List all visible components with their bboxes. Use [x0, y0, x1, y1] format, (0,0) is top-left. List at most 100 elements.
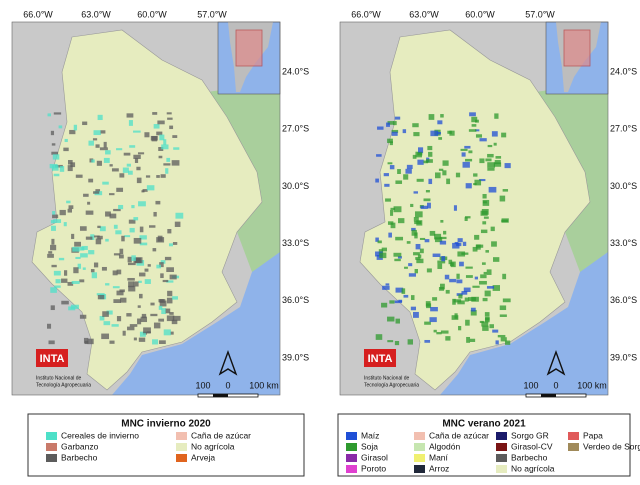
- crop-patch: [444, 274, 450, 280]
- legend-swatch: [346, 443, 357, 451]
- crop-patch: [99, 226, 106, 232]
- crop-patch: [163, 163, 171, 166]
- crop-patch: [438, 168, 444, 171]
- crop-patch: [485, 158, 492, 162]
- crop-patch: [501, 132, 507, 138]
- crop-patch: [449, 130, 455, 136]
- crop-patch: [412, 123, 419, 128]
- crop-patch: [158, 340, 166, 345]
- crop-patch: [449, 278, 457, 283]
- crop-patch: [475, 134, 483, 138]
- crop-patch: [71, 233, 75, 239]
- crop-patch: [167, 117, 173, 120]
- crop-patch: [164, 256, 172, 261]
- crop-patch: [442, 170, 447, 176]
- crop-patch: [115, 230, 122, 235]
- crop-patch: [133, 337, 137, 341]
- legend-label: No agrícola: [191, 441, 235, 451]
- crop-patch: [417, 159, 424, 165]
- legend-swatch: [414, 443, 425, 451]
- legend-label: Arroz: [429, 463, 449, 473]
- crop-patch: [171, 160, 180, 166]
- crop-patch: [427, 202, 431, 209]
- crop-patch: [116, 269, 122, 275]
- crop-patch: [48, 251, 53, 254]
- crop-patch: [413, 252, 420, 256]
- crop-patch: [51, 225, 56, 231]
- crop-patch: [116, 148, 123, 151]
- crop-patch: [128, 219, 136, 224]
- crop-patch: [452, 242, 460, 249]
- crop-patch: [90, 269, 95, 273]
- crop-patch: [389, 141, 393, 146]
- crop-patch: [119, 248, 124, 255]
- crop-patch: [446, 178, 451, 185]
- crop-patch: [430, 130, 439, 137]
- crop-patch: [169, 125, 174, 130]
- crop-patch: [79, 314, 87, 319]
- crop-patch: [97, 235, 103, 240]
- crop-patch: [434, 233, 442, 240]
- crop-patch: [170, 331, 174, 335]
- legend-label: Arveja: [191, 452, 215, 462]
- legend-swatch: [496, 443, 507, 451]
- crop-patch: [85, 210, 94, 215]
- crop-patch: [150, 313, 158, 317]
- crop-patch: [479, 320, 484, 323]
- crop-patch: [63, 270, 68, 276]
- crop-patch: [423, 160, 428, 164]
- latitude-label: 39.0°S: [610, 352, 637, 362]
- crop-patch: [52, 214, 59, 219]
- crop-patch: [103, 157, 110, 163]
- crop-patch: [128, 120, 133, 126]
- legend-swatch: [414, 432, 425, 440]
- crop-patch: [127, 326, 135, 331]
- crop-patch: [156, 237, 165, 243]
- crop-patch: [166, 267, 174, 273]
- crop-patch: [473, 173, 478, 177]
- crop-patch: [425, 301, 431, 307]
- scale-label: 0: [553, 380, 558, 390]
- crop-patch: [435, 172, 441, 179]
- legend-swatch: [46, 443, 57, 451]
- crop-patch: [150, 302, 155, 306]
- crop-patch: [172, 296, 178, 300]
- crop-patch: [440, 114, 444, 118]
- longitude-label: 57.0°W: [525, 9, 555, 19]
- crop-patch: [410, 295, 415, 301]
- crop-patch: [116, 316, 122, 322]
- crop-patch: [413, 132, 420, 137]
- legend-swatch: [496, 465, 507, 473]
- crop-patch: [416, 258, 424, 264]
- crop-patch: [454, 313, 458, 319]
- crop-patch: [465, 183, 472, 189]
- inset-region: [235, 29, 263, 67]
- crop-patch: [464, 217, 468, 221]
- crop-patch: [442, 160, 449, 166]
- crop-patch: [120, 297, 127, 303]
- scale-label: 100: [523, 380, 538, 390]
- crop-patch: [413, 191, 418, 194]
- crop-patch: [167, 290, 173, 297]
- legend-label: Girasol: [361, 452, 388, 462]
- crop-patch: [432, 253, 441, 257]
- crop-patch: [160, 260, 166, 264]
- crop-patch: [387, 340, 394, 343]
- legend-title: MNC invierno 2020: [121, 419, 211, 430]
- longitude-label: 57.0°W: [197, 9, 227, 19]
- crop-patch: [156, 131, 163, 136]
- crop-patch: [95, 144, 100, 148]
- logo-box: [36, 349, 68, 367]
- crop-patch: [458, 325, 462, 331]
- crop-patch: [468, 150, 473, 154]
- crop-patch: [403, 294, 409, 298]
- crop-patch: [429, 317, 437, 323]
- crop-patch: [415, 257, 421, 260]
- crop-patch: [82, 121, 88, 126]
- crop-patch: [129, 324, 138, 327]
- crop-patch: [426, 159, 433, 163]
- crop-patch: [137, 318, 142, 325]
- crop-patch: [461, 252, 469, 255]
- crop-patch: [394, 300, 403, 304]
